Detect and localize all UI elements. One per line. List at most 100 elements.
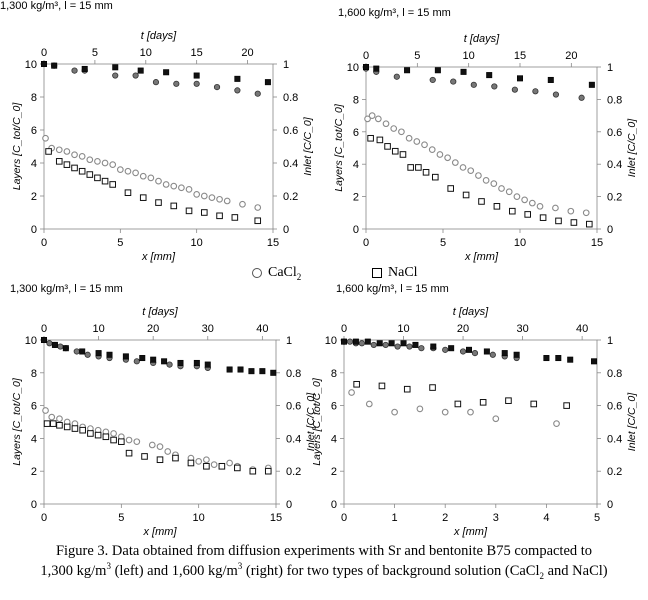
- p4-point-nacl: [403, 385, 411, 393]
- p2-point-nacl: [422, 169, 430, 176]
- p3-point-nacl: [172, 454, 179, 462]
- p2-point-cacl2: [552, 204, 559, 212]
- p4-ytick-label: 8: [331, 368, 337, 380]
- p2-point-cacl2: [490, 180, 498, 187]
- p3-point-nacl-inlet: [122, 353, 129, 360]
- p2-point-nacl-inlet: [362, 64, 369, 71]
- p1-y2tick-label: 1: [283, 59, 289, 71]
- p4-point-cacl2: [348, 389, 355, 396]
- p3-title: 1,300 kg/m³, l = 15 mm: [10, 283, 123, 295]
- p3-point-nacl: [63, 423, 71, 431]
- p4-point-nacl-inlet: [543, 355, 550, 362]
- legend-nacl-label: NaCl: [388, 265, 418, 280]
- p4-point-nacl-inlet: [430, 343, 437, 350]
- p2-y2tick-label: 0.4: [607, 159, 622, 171]
- p4-point-cacl2-inlet: [418, 345, 425, 352]
- p1-point-cacl2: [71, 151, 78, 159]
- p2-y2label: Inlet [C/C_0]: [626, 118, 638, 177]
- p3-point-nacl: [71, 425, 79, 432]
- p1-point-cacl2: [155, 177, 162, 185]
- p4-point-nacl: [429, 384, 436, 391]
- p1-point-nacl-inlet: [81, 65, 88, 72]
- p3-point-nacl-inlet: [177, 359, 184, 366]
- p4-point-nacl-inlet: [412, 341, 419, 348]
- p4-point-cacl2: [416, 405, 424, 413]
- p3-point-nacl-inlet: [106, 351, 113, 358]
- p1-xtick-label: 15: [267, 237, 279, 249]
- p1-point-nacl: [170, 202, 178, 210]
- p1-ytick-label: 0: [31, 224, 37, 236]
- p4-x2tick-label: 20: [457, 323, 469, 335]
- p3-point-nacl: [102, 433, 110, 441]
- p4-point-nacl-inlet: [466, 346, 473, 353]
- p2-x2tick-label: 10: [463, 50, 475, 62]
- p2-point-cacl2-inlet: [532, 88, 539, 95]
- p1-y2tick-label: 0: [283, 224, 289, 236]
- p1-point-nacl: [63, 161, 71, 168]
- p3-y2label: Inlet [C/C_0]: [305, 392, 317, 451]
- p2-point-cacl2: [513, 193, 521, 200]
- p2-point-nacl-inlet: [588, 81, 595, 88]
- p2-x2tick-label: 20: [565, 50, 577, 62]
- p4-xlabel: x [mm]: [453, 526, 488, 538]
- p3-ytick-label: 4: [31, 433, 37, 445]
- p3-point-nacl-inlet: [226, 366, 233, 373]
- p1-y2tick-label: 0.6: [283, 125, 298, 137]
- p4-ytick-label: 0: [331, 499, 337, 511]
- p1-point-nacl: [86, 171, 94, 178]
- p1-point-cacl2: [63, 148, 71, 155]
- p2-ylabel: Layers [C_tot/C_0]: [333, 103, 345, 192]
- p1-ytick-label: 10: [25, 59, 37, 71]
- p4-point-nacl-inlet: [567, 356, 574, 363]
- p2-point-cacl2-inlet: [511, 86, 518, 93]
- p3-point-nacl: [110, 436, 117, 444]
- p3-ytick-label: 2: [31, 466, 37, 478]
- p2-point-nacl-inlet: [460, 68, 467, 75]
- p4-y2tick-label: 0.4: [607, 433, 622, 445]
- p1-point-nacl: [109, 181, 117, 188]
- p4-point-nacl-inlet: [483, 348, 490, 355]
- p4-point-cacl2-inlet: [406, 343, 413, 350]
- p3-ylabel: Layers [C_tot/C_0]: [11, 377, 23, 466]
- p2-point-nacl: [407, 164, 414, 171]
- p3-point-nacl-inlet: [79, 348, 86, 355]
- p2-y2tick-label: 0.6: [607, 127, 622, 139]
- p1-ytick-label: 4: [31, 158, 37, 170]
- p2-point-nacl-inlet: [516, 75, 523, 82]
- p2-xtick-label: 0: [363, 237, 369, 249]
- p4-point-cacl2-inlet: [382, 341, 389, 349]
- p3-point-nacl-inlet: [161, 358, 168, 365]
- p1-point-nacl-inlet: [163, 69, 170, 76]
- p2-point-cacl2-inlet: [491, 83, 498, 90]
- p3-y2tick-label: 1: [286, 335, 292, 347]
- p3-point-nacl: [87, 430, 94, 437]
- p4-point-nacl-inlet: [448, 345, 455, 352]
- p4-point-cacl2-inlet: [489, 351, 496, 358]
- p2-point-nacl: [539, 214, 547, 221]
- legend-nacl: NaCl: [372, 265, 418, 281]
- p3-point-nacl: [94, 431, 102, 439]
- p3-point-nacl: [218, 462, 226, 470]
- p1-ytick-label: 2: [31, 191, 37, 203]
- p3-point-cacl2-inlet: [46, 340, 53, 347]
- p1-point-nacl-inlet: [137, 67, 144, 74]
- p4-ytick-label: 2: [331, 466, 337, 478]
- p1-point-cacl2: [178, 184, 185, 192]
- p4-point-nacl: [479, 399, 487, 406]
- p1-point-nacl: [155, 199, 162, 206]
- p2-point-nacl: [376, 136, 384, 144]
- p3-xlabel: x [mm]: [143, 526, 178, 538]
- p2-point-cacl2: [374, 115, 382, 123]
- p1-point-nacl-inlet: [193, 72, 200, 79]
- p2-point-cacl2-inlet: [552, 91, 560, 98]
- p3-point-cacl2-inlet: [84, 351, 91, 358]
- p1-point-nacl-inlet: [234, 75, 241, 82]
- p2-point-nacl: [391, 147, 399, 155]
- p1-point-cacl2-inlet: [152, 79, 160, 86]
- p3-point-nacl: [43, 420, 51, 427]
- p3-point-nacl: [141, 453, 148, 460]
- p2-point-cacl2-inlet: [578, 94, 585, 101]
- p4-point-cacl2-inlet: [394, 343, 401, 350]
- p1-x2tick-label: 10: [140, 47, 152, 59]
- p3-point-nacl-inlet: [259, 368, 266, 375]
